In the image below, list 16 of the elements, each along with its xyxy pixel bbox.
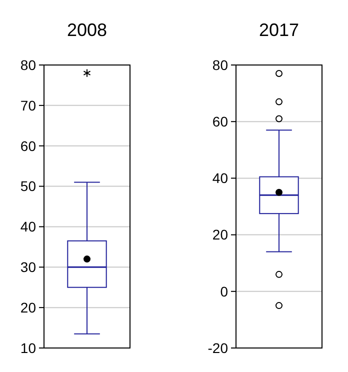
- y-tick-label: 50: [20, 178, 36, 194]
- y-tick-label: 30: [20, 259, 36, 276]
- y-tick-label: 20: [212, 226, 228, 243]
- y-tick-label: 20: [20, 299, 36, 316]
- y-tick-label: 0: [220, 283, 228, 300]
- y-tick-label: 40: [212, 170, 228, 186]
- y-tick-label: 70: [20, 97, 36, 114]
- y-tick-label: 40: [20, 218, 36, 235]
- chart-title: 2017: [258, 20, 300, 40]
- y-tick-label: 80: [20, 56, 36, 73]
- y-tick-label: -20: [208, 340, 228, 356]
- y-tick-label: 60: [212, 114, 228, 130]
- y-tick-label: 60: [20, 138, 36, 154]
- chart-title: 2008: [66, 20, 108, 40]
- y-tick-label: 80: [212, 56, 228, 73]
- y-tick-label: 10: [20, 340, 36, 356]
